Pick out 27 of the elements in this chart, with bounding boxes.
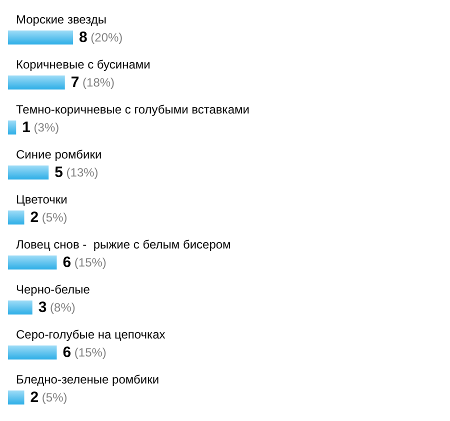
data-label: 6 (15%) bbox=[62, 344, 106, 361]
bar bbox=[8, 300, 32, 314]
y-tick-label: Ловец снов - рыжие с белым бисером bbox=[16, 238, 231, 252]
y-tick-label: Морские звезды bbox=[16, 12, 106, 26]
bar bbox=[8, 346, 57, 360]
data-label: 6 (15%) bbox=[62, 254, 106, 271]
bar bbox=[8, 76, 65, 90]
bar bbox=[8, 390, 24, 404]
bar bbox=[8, 256, 57, 270]
bar bbox=[8, 30, 73, 44]
data-label: 2 (5%) bbox=[30, 389, 68, 406]
data-label: 5 (13%) bbox=[54, 164, 98, 181]
y-tick-label: Темно-коричневые с голубыми вставками bbox=[16, 102, 250, 116]
y-tick-label: Серо-голубые на цепочках bbox=[16, 328, 166, 342]
data-label: 3 (8%) bbox=[38, 299, 76, 316]
bar bbox=[8, 210, 24, 224]
bar bbox=[8, 166, 49, 180]
y-tick-label: Коричневые с бусинами bbox=[16, 58, 150, 72]
y-tick-label: Цветочки bbox=[16, 192, 68, 206]
data-label: 1 (3%) bbox=[22, 119, 60, 136]
y-tick-label: Синие ромбики bbox=[16, 148, 102, 162]
data-label: 8 (20%) bbox=[79, 29, 123, 46]
data-label: 7 (18%) bbox=[70, 74, 115, 91]
bar bbox=[8, 120, 16, 134]
y-tick-label: Бледно-зеленые ромбики bbox=[16, 372, 160, 386]
y-tick-label: Черно-белые bbox=[16, 282, 90, 296]
data-label: 2 (5%) bbox=[30, 209, 68, 226]
